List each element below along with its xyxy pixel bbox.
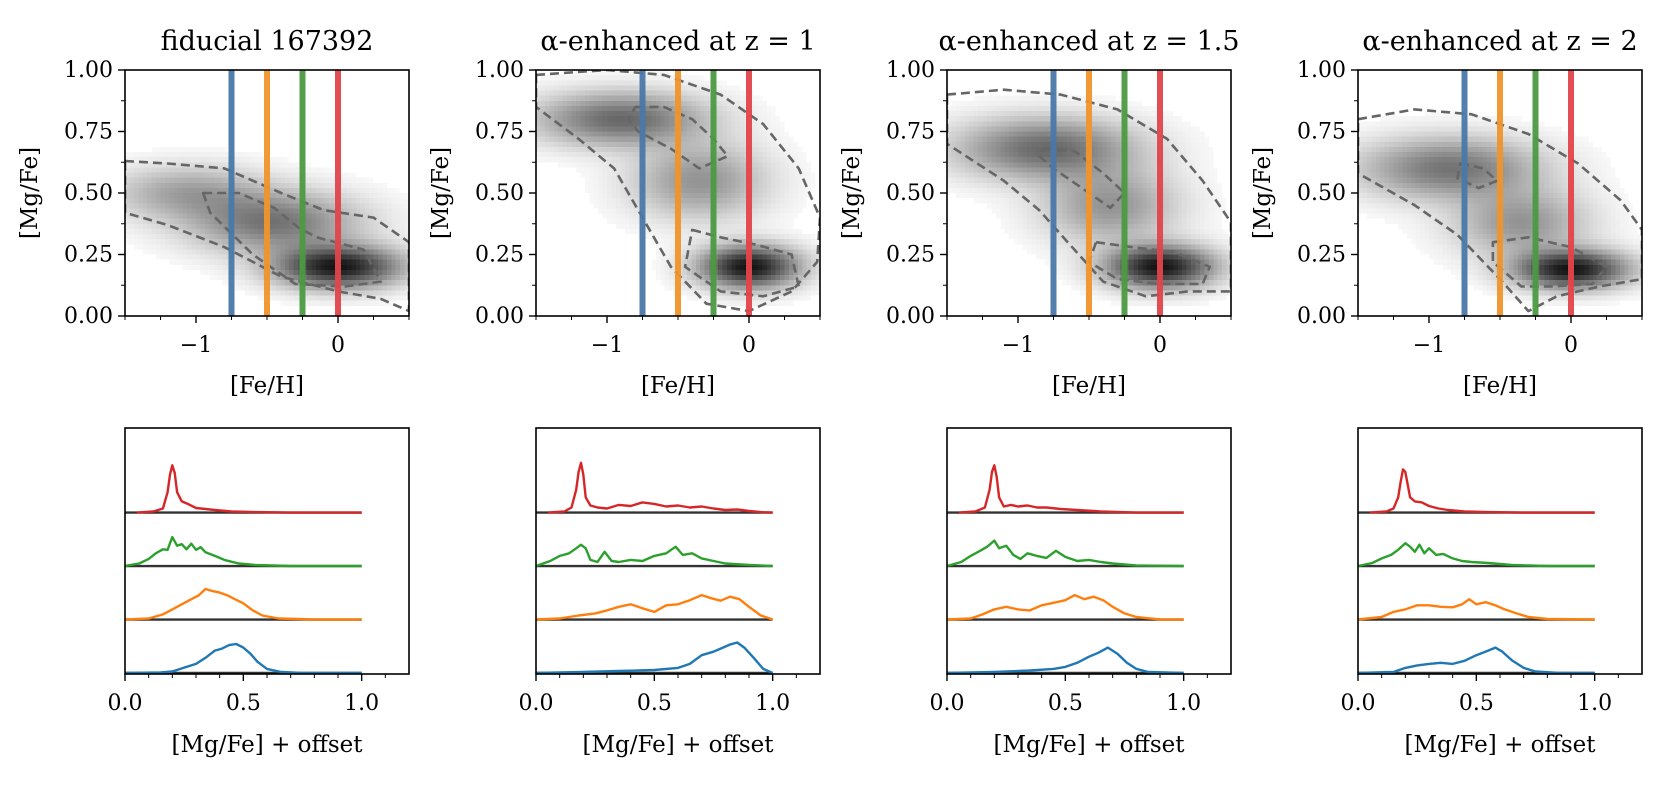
density-contour (683, 228, 801, 298)
mgfe-histogram (136, 464, 362, 514)
y-tick-label: 0.75 (64, 120, 113, 145)
bottom-axes-frame (1357, 427, 1643, 675)
panel-title: α-enhanced at z = 1.5 (938, 26, 1239, 57)
mgfe-histogram (124, 642, 362, 675)
x-tick-label: 0 (1564, 333, 1578, 358)
mgfe-histogram (547, 461, 773, 514)
y-tick-label: 0.50 (886, 181, 935, 206)
x-tick-label: 0.0 (108, 691, 143, 716)
x-tick-label: 0 (331, 333, 345, 358)
y-tick-label: 1.00 (1297, 58, 1346, 83)
y-tick-label: 0.25 (1297, 243, 1346, 268)
x-tick-label: 0.5 (1048, 691, 1083, 716)
mgfe-histogram (946, 646, 1184, 675)
y-tick-label: 0.25 (64, 243, 113, 268)
mgfe-histogram (535, 593, 774, 621)
y-tick-label: 1.00 (886, 58, 935, 83)
panel-title: fiducial 167392 (161, 26, 374, 57)
x-axis-label: [Mg/Fe] + offset (171, 732, 363, 758)
mgfe-histogram (124, 535, 362, 568)
mgfe-histogram (535, 543, 773, 568)
mgfe-histogram (1357, 598, 1595, 621)
x-axis-label: [Fe/H] (230, 373, 304, 399)
density-contour (1038, 147, 1126, 210)
mgfe-histogram (1357, 646, 1595, 675)
x-axis-label: [Mg/Fe] + offset (1404, 732, 1596, 758)
y-tick-label: 0.50 (1297, 181, 1346, 206)
x-tick-label: 0.0 (930, 691, 965, 716)
density-contour (125, 159, 409, 313)
y-axis-label: [Mg/Fe] (17, 147, 43, 239)
y-tick-label: 0.00 (886, 304, 935, 329)
density-contour (1456, 162, 1499, 190)
y-tick-label: 0.25 (475, 243, 524, 268)
y-axis-label: [Mg/Fe] (839, 147, 865, 239)
mgfe-histogram (124, 587, 362, 621)
y-tick-label: 0.75 (886, 120, 935, 145)
x-tick-label: 0 (742, 333, 756, 358)
x-axis-label: [Fe/H] (1052, 373, 1126, 399)
panel-alpha_z1: α-enhanced at z = 10.000.250.500.751.00−… (428, 26, 821, 758)
y-tick-label: 0.00 (475, 304, 524, 329)
x-tick-label: 0.0 (519, 691, 554, 716)
x-tick-label: 0 (1153, 333, 1167, 358)
x-tick-label: 1.0 (1577, 691, 1612, 716)
y-tick-label: 1.00 (475, 58, 524, 83)
y-tick-label: 0.00 (1297, 304, 1346, 329)
y-axis-label: [Mg/Fe] (1250, 147, 1276, 239)
mgfe-histogram (946, 593, 1184, 621)
mgfe-histogram (958, 464, 1184, 514)
x-tick-label: 0.5 (637, 691, 672, 716)
x-tick-label: 0.5 (1459, 691, 1494, 716)
y-tick-label: 0.50 (475, 181, 524, 206)
x-tick-label: −1 (180, 333, 212, 358)
panel-title: α-enhanced at z = 1 (540, 26, 815, 57)
mgfe-histogram (946, 539, 1184, 568)
y-tick-label: 1.00 (64, 58, 113, 83)
bottom-axes-frame (124, 427, 410, 675)
y-axis-label: [Mg/Fe] (428, 147, 454, 239)
x-axis-label: [Mg/Fe] + offset (582, 732, 774, 758)
x-axis-label: [Mg/Fe] + offset (993, 732, 1185, 758)
x-axis-label: [Fe/H] (641, 373, 715, 399)
mgfe-histogram (535, 641, 774, 675)
panel-alpha_z2: α-enhanced at z = 20.000.250.500.751.00−… (1250, 26, 1643, 758)
mgfe-histogram (1369, 468, 1595, 514)
panel-fiducial: fiducial 167392 0.00 0.25 0.50 0.75 1.00 −1 0 [F… (17, 26, 410, 758)
x-axis-label: [Fe/H] (1463, 373, 1537, 399)
bottom-axes-frame (946, 427, 1232, 675)
y-tick-label: 0.75 (475, 120, 524, 145)
density-contour (201, 191, 382, 288)
y-tick-label: 0.00 (64, 304, 113, 329)
x-tick-label: −1 (591, 333, 623, 358)
panel-alpha_z15: α-enhanced at z = 1.50.000.250.500.751.0… (839, 26, 1240, 758)
density-contour (536, 70, 820, 313)
x-tick-label: 1.0 (755, 691, 790, 716)
y-tick-label: 0.25 (886, 243, 935, 268)
x-tick-label: 1.0 (344, 691, 379, 716)
panel-title: α-enhanced at z = 2 (1362, 26, 1637, 57)
x-tick-label: −1 (1002, 333, 1034, 358)
y-tick-label: 0.50 (64, 181, 113, 206)
x-tick-label: 0.0 (1341, 691, 1376, 716)
x-tick-label: 0.5 (226, 691, 261, 716)
x-tick-label: −1 (1413, 333, 1445, 358)
density-contour (1087, 240, 1211, 286)
mgfe-histogram (1357, 542, 1595, 568)
y-tick-label: 0.75 (1297, 120, 1346, 145)
x-tick-label: 1.0 (1166, 691, 1201, 716)
